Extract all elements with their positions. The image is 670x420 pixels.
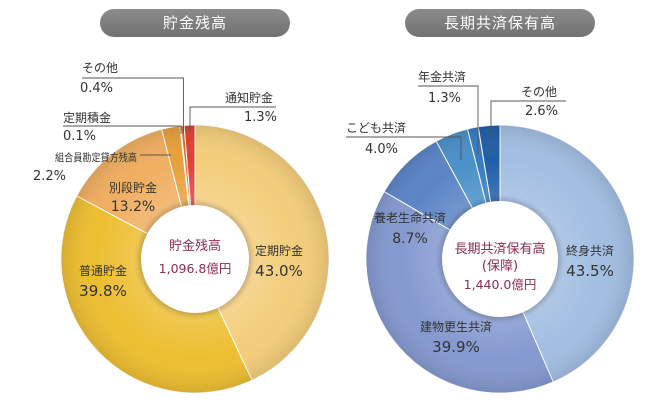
mutual-aid-children-leader-line <box>346 136 462 160</box>
mutual-aid-endowment-life-percent: 8.7% <box>392 231 428 247</box>
savings-installment-savings-leader-line <box>63 125 182 134</box>
savings-time-deposit-label: 定期貯金 <box>255 243 303 258</box>
mutual-aid-children-percent: 4.0% <box>365 142 398 157</box>
mutual-aid-children-label: こども共済 <box>346 120 406 135</box>
mutual-aid-slice-labels: 終身共済 43.5% 建物更生共済 39.9% 養老生命共済 8.7% こども共済 4.0% 年… <box>346 69 614 356</box>
mutual-aid-total-value: 1,440.0億円 <box>464 277 537 292</box>
mutual-aid-whole-life-percent: 43.5% <box>566 262 614 280</box>
mutual-aid-pension-label: 年金共済 <box>418 69 466 84</box>
mutual-aid-donut-chart: 長期共済保有高 (保障) 1,440.0億円 終身共済 43.5% 建物更生共済 39… <box>346 69 635 394</box>
savings-other-savings-percent: 0.4% <box>80 81 113 96</box>
mutual-aid-center-circle <box>442 201 558 317</box>
savings-donut-chart: 貯金残高 1,096.8億円 定期貯金 43.0% 普通貯金 39.8% 別段貯金 13.… <box>33 61 330 394</box>
savings-header: 貯金残高 <box>100 9 290 37</box>
mutual-aid-header: 長期共済保有高 <box>405 9 595 37</box>
savings-installment-savings-label: 定期積金 <box>63 110 111 125</box>
mutual-aid-building-renewal-percent: 39.9% <box>432 338 480 356</box>
mutual-aid-pension-leader-line <box>418 85 479 155</box>
savings-time-deposit-percent: 43.0% <box>255 262 303 280</box>
savings-notice-deposit-percent: 1.3% <box>244 110 277 125</box>
savings-member-credit-balance-percent: 2.2% <box>33 169 66 184</box>
savings-ordinary-deposit-label: 普通貯金 <box>79 263 127 278</box>
savings-total-value: 1,096.8億円 <box>159 261 232 276</box>
savings-special-deposit-label: 別段貯金 <box>109 180 157 195</box>
savings-notice-deposit-leader-line <box>189 106 276 132</box>
savings-installment-savings-percent: 0.1% <box>63 129 96 144</box>
savings-ordinary-deposit-percent: 39.8% <box>79 282 127 300</box>
savings-other-savings-label: その他 <box>82 61 118 75</box>
mutual-aid-other-mutual-aid-percent: 2.6% <box>525 104 558 119</box>
savings-leader-lines <box>63 77 276 156</box>
mutual-aid-pension-percent: 1.3% <box>428 91 461 106</box>
savings-member-credit-balance-label: 組合員勘定貸方残高 <box>55 151 137 164</box>
mutual-aid-center-subtitle: (保障) <box>482 259 518 274</box>
mutual-aid-building-renewal-label: 建物更生共済 <box>420 319 492 334</box>
savings-special-deposit-percent: 13.2% <box>111 199 155 215</box>
savings-center-title: 貯金残高 <box>169 238 221 254</box>
mutual-aid-other-mutual-aid-label: その他 <box>521 85 557 99</box>
mutual-aid-center-title: 長期共済保有高 <box>454 241 545 257</box>
savings-slice-labels: 定期貯金 43.0% 普通貯金 39.8% 別段貯金 13.2% 組合員勘定貸方残高 2.2%… <box>33 61 303 300</box>
savings-center-circle <box>141 205 249 313</box>
mutual-aid-leader-lines <box>346 85 566 160</box>
savings-notice-deposit-label: 通知貯金 <box>225 90 273 105</box>
savings-other-savings-leader-line <box>82 77 184 133</box>
mutual-aid-endowment-life-label: 養老生命共済 <box>374 210 446 225</box>
mutual-aid-other-mutual-aid-leader-line <box>490 100 566 153</box>
mutual-aid-whole-life-label: 終身共済 <box>566 243 614 258</box>
